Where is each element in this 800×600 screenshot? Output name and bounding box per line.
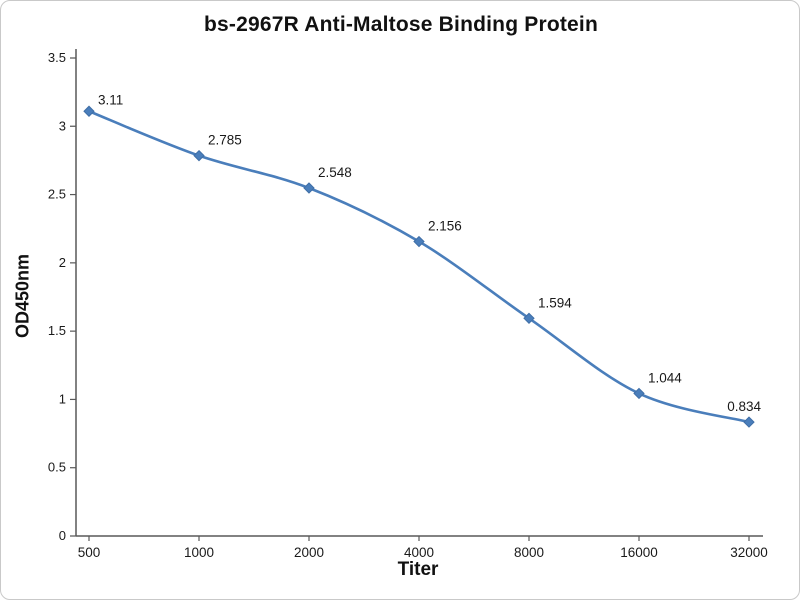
y-tick-label: 2 [59,255,66,270]
data-point-label: 3.11 [98,92,123,107]
data-point-label: 0.834 [727,399,761,414]
y-tick-label: 3.5 [48,50,66,65]
data-point-marker [83,105,95,117]
x-tick-label: 16000 [620,545,658,560]
y-tick-label: 1.5 [48,323,66,338]
x-tick-label: 32000 [730,545,768,560]
data-point-marker [743,416,755,428]
data-point-label: 2.785 [208,133,242,148]
x-tick-label: 1000 [184,545,214,560]
x-tick-label: 2000 [294,545,324,560]
data-point-label: 1.594 [538,295,572,310]
x-axis-label: Titer [397,559,439,580]
x-tick-label: 8000 [514,545,544,560]
data-point-label: 2.548 [318,165,352,180]
y-tick-label: 1 [59,391,66,406]
data-point-label: 2.156 [428,219,462,234]
y-tick-label: 2.5 [48,187,66,202]
x-tick-label: 4000 [404,545,434,560]
data-point-marker [413,235,425,248]
y-tick-label: 0 [59,528,66,543]
data-point-marker [193,149,205,162]
data-point-marker [523,312,535,325]
data-point-label: 1.044 [648,370,682,385]
data-point-marker [303,182,315,194]
y-tick-label: 0.5 [48,460,66,475]
data-point-marker [633,387,645,400]
chart-title: bs-2967R Anti-Maltose Binding Protein [204,13,598,36]
x-tick-label: 500 [78,545,101,560]
y-tick-label: 3 [59,118,66,133]
